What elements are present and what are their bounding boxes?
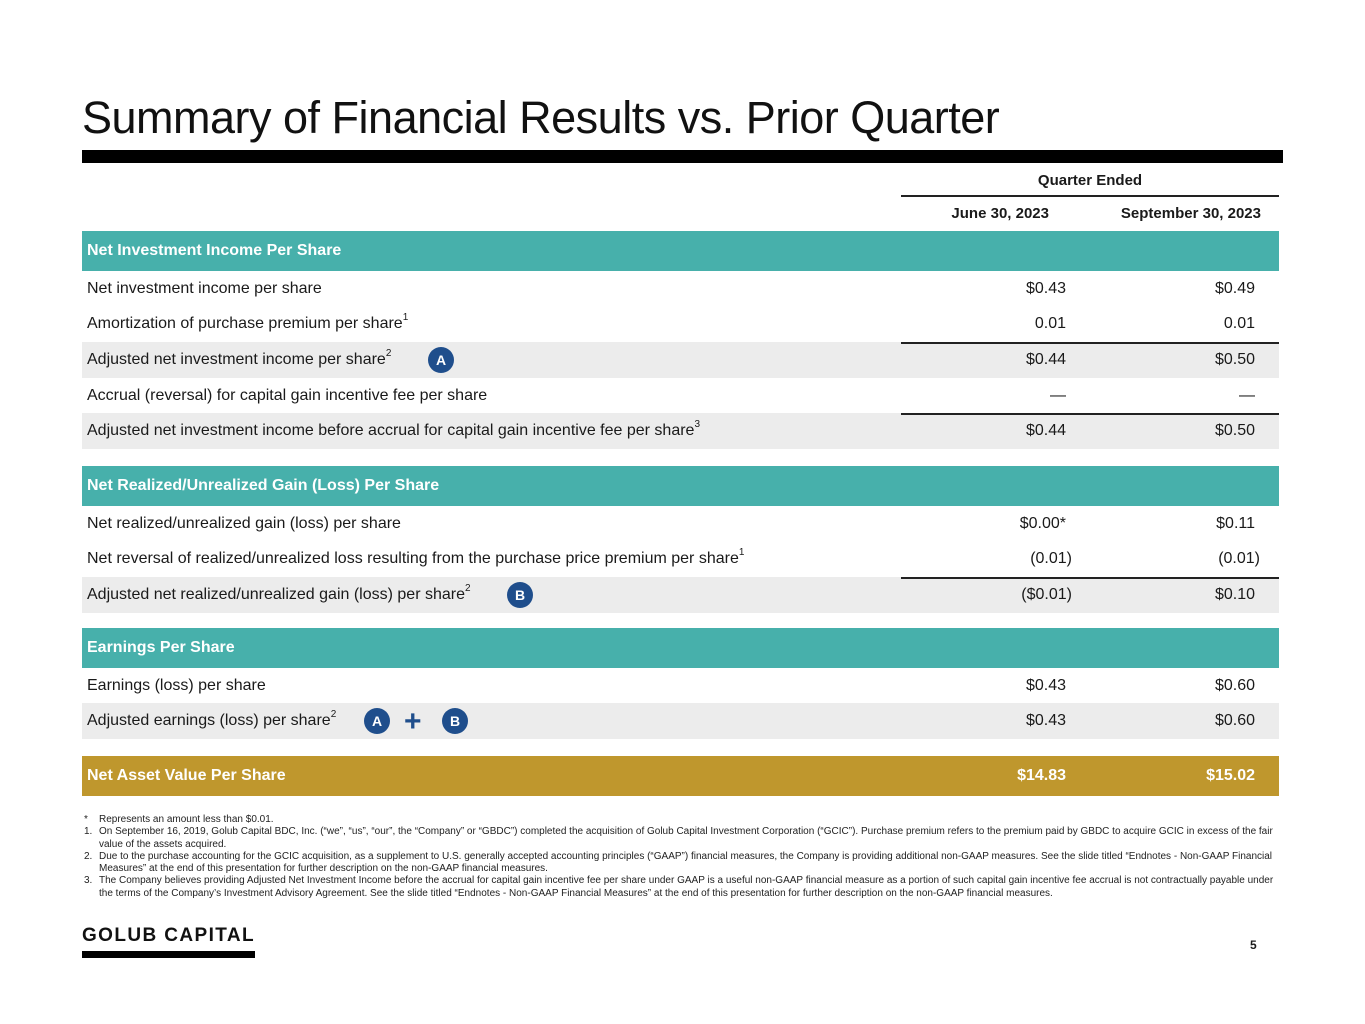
value-june: — — [1050, 387, 1066, 404]
value-june: ($0.01) — [1021, 586, 1072, 603]
table-row: Adjusted net investment income per share… — [82, 342, 1279, 378]
table-row: Net reversal of realized/unrealized loss… — [82, 541, 1279, 577]
plus-icon: + — [404, 705, 422, 738]
value-june: $0.00* — [1019, 515, 1066, 532]
table-row: Adjusted net realized/unrealized gain (l… — [82, 577, 1279, 613]
section-header-label: Earnings Per Share — [87, 639, 235, 656]
row-label: Adjusted earnings (loss) per share2 — [87, 709, 337, 729]
nav-value-september: $15.02 — [1206, 767, 1255, 784]
table-row: Earnings (loss) per share $0.43 $0.60 — [82, 668, 1279, 704]
value-september: $0.49 — [1214, 280, 1255, 297]
title-rule — [82, 150, 1283, 163]
footnote-ref: 2 — [385, 348, 392, 359]
footnote-text: On September 16, 2019, Golub Capital BDC… — [99, 826, 1273, 850]
table-row: Adjusted net investment income before ac… — [82, 413, 1279, 449]
badge-a: A — [364, 708, 390, 734]
footnote: 1. On September 16, 2019, Golub Capital B… — [82, 826, 1282, 851]
table-row: Net realized/unrealized gain (loss) per … — [82, 506, 1279, 542]
footnote-marker: * — [84, 814, 88, 825]
quarter-ended-header: Quarter Ended — [1037, 172, 1143, 189]
column-header-september: September 30, 2023 — [1120, 205, 1261, 222]
value-september: — — [1239, 387, 1255, 404]
table-row: Accrual (reversal) for capital gain ince… — [82, 378, 1279, 414]
column-header-june: June 30, 2023 — [951, 205, 1049, 222]
value-september: (0.01) — [1218, 550, 1260, 567]
row-label: Amortization of purchase premium per sha… — [87, 312, 409, 332]
value-september: $0.50 — [1214, 422, 1255, 439]
footnote-marker: 3. — [84, 875, 93, 887]
subtotal-rule — [901, 342, 1279, 344]
section-header-label: Net Investment Income Per Share — [87, 242, 342, 259]
footnote-ref: 1 — [738, 547, 745, 558]
footnote-ref: 2 — [330, 709, 337, 720]
value-june: $0.43 — [1025, 712, 1066, 729]
value-june: 0.01 — [1034, 315, 1066, 332]
badge-b: B — [442, 708, 468, 734]
section-header-label: Net Realized/Unrealized Gain (Loss) Per … — [87, 477, 440, 494]
value-september: 0.01 — [1223, 315, 1255, 332]
footnote-text: Represents an amount less than $0.01. — [99, 814, 274, 825]
row-label: Net realized/unrealized gain (loss) per … — [87, 515, 401, 532]
value-june: $0.43 — [1025, 280, 1066, 297]
footnote: * Represents an amount less than $0.01. — [82, 814, 1282, 826]
subtotal-rule — [901, 413, 1279, 415]
footnote-ref: 1 — [402, 312, 409, 323]
value-june: $0.44 — [1025, 351, 1066, 368]
row-label: Net investment income per share — [87, 280, 322, 297]
row-label: Accrual (reversal) for capital gain ince… — [87, 387, 488, 404]
nav-label: Net Asset Value Per Share — [87, 767, 286, 784]
value-june: (0.01) — [1030, 550, 1072, 567]
page-title: Summary of Financial Results vs. Prior Q… — [82, 92, 1000, 143]
table-row: Net investment income per share $0.43 $0… — [82, 271, 1279, 307]
badge-b: B — [507, 582, 533, 608]
footnote-ref: 2 — [465, 583, 471, 594]
footnotes: * Represents an amount less than $0.01. 1… — [82, 814, 1282, 900]
badge-a: A — [428, 347, 454, 373]
subtotal-rule — [901, 577, 1279, 579]
section-header-nii: Net Investment Income Per Share — [82, 231, 1279, 271]
footnote-ref: 3 — [694, 419, 701, 430]
page-number: 5 — [1250, 938, 1257, 952]
value-september: $0.60 — [1214, 677, 1255, 694]
footnote: 2. Due to the purchase accounting for the… — [82, 851, 1282, 876]
value-september: $0.50 — [1214, 351, 1255, 368]
section-header-eps: Earnings Per Share — [82, 628, 1279, 668]
value-june: $0.44 — [1025, 422, 1066, 439]
row-label: Net reversal of realized/unrealized loss… — [87, 547, 745, 567]
quarter-ended-rule — [901, 195, 1279, 197]
nav-value-june: $14.83 — [1017, 767, 1066, 784]
value-june: $0.43 — [1025, 677, 1066, 694]
footnote-marker: 2. — [84, 850, 93, 862]
logo-rule — [82, 951, 255, 958]
footnote: 3. The Company believes providing Adjuste… — [82, 875, 1282, 900]
row-label: Adjusted net investment income before ac… — [87, 419, 701, 439]
table-row: Adjusted earnings (loss) per share2 A + … — [82, 703, 1279, 739]
nav-per-share-row: Net Asset Value Per Share $14.83 $15.02 — [82, 756, 1279, 796]
value-september: $0.11 — [1216, 515, 1255, 532]
row-label: Adjusted net investment income per share… — [87, 348, 392, 368]
table-row: Amortization of purchase premium per sha… — [82, 306, 1279, 342]
footnote-text: Due to the purchase accounting for the G… — [99, 850, 1273, 875]
value-september: $0.10 — [1214, 586, 1255, 603]
row-label: Adjusted net realized/unrealized gain (l… — [87, 583, 471, 603]
footnote-marker: 1. — [84, 826, 93, 838]
value-september: $0.60 — [1214, 712, 1255, 729]
section-header-gain-loss: Net Realized/Unrealized Gain (Loss) Per … — [82, 466, 1279, 506]
footnote-text: The Company believes providing Adjusted … — [99, 875, 1274, 899]
row-label: Earnings (loss) per share — [87, 677, 266, 694]
golub-capital-logo: GOLUB CAPITAL — [82, 925, 256, 946]
